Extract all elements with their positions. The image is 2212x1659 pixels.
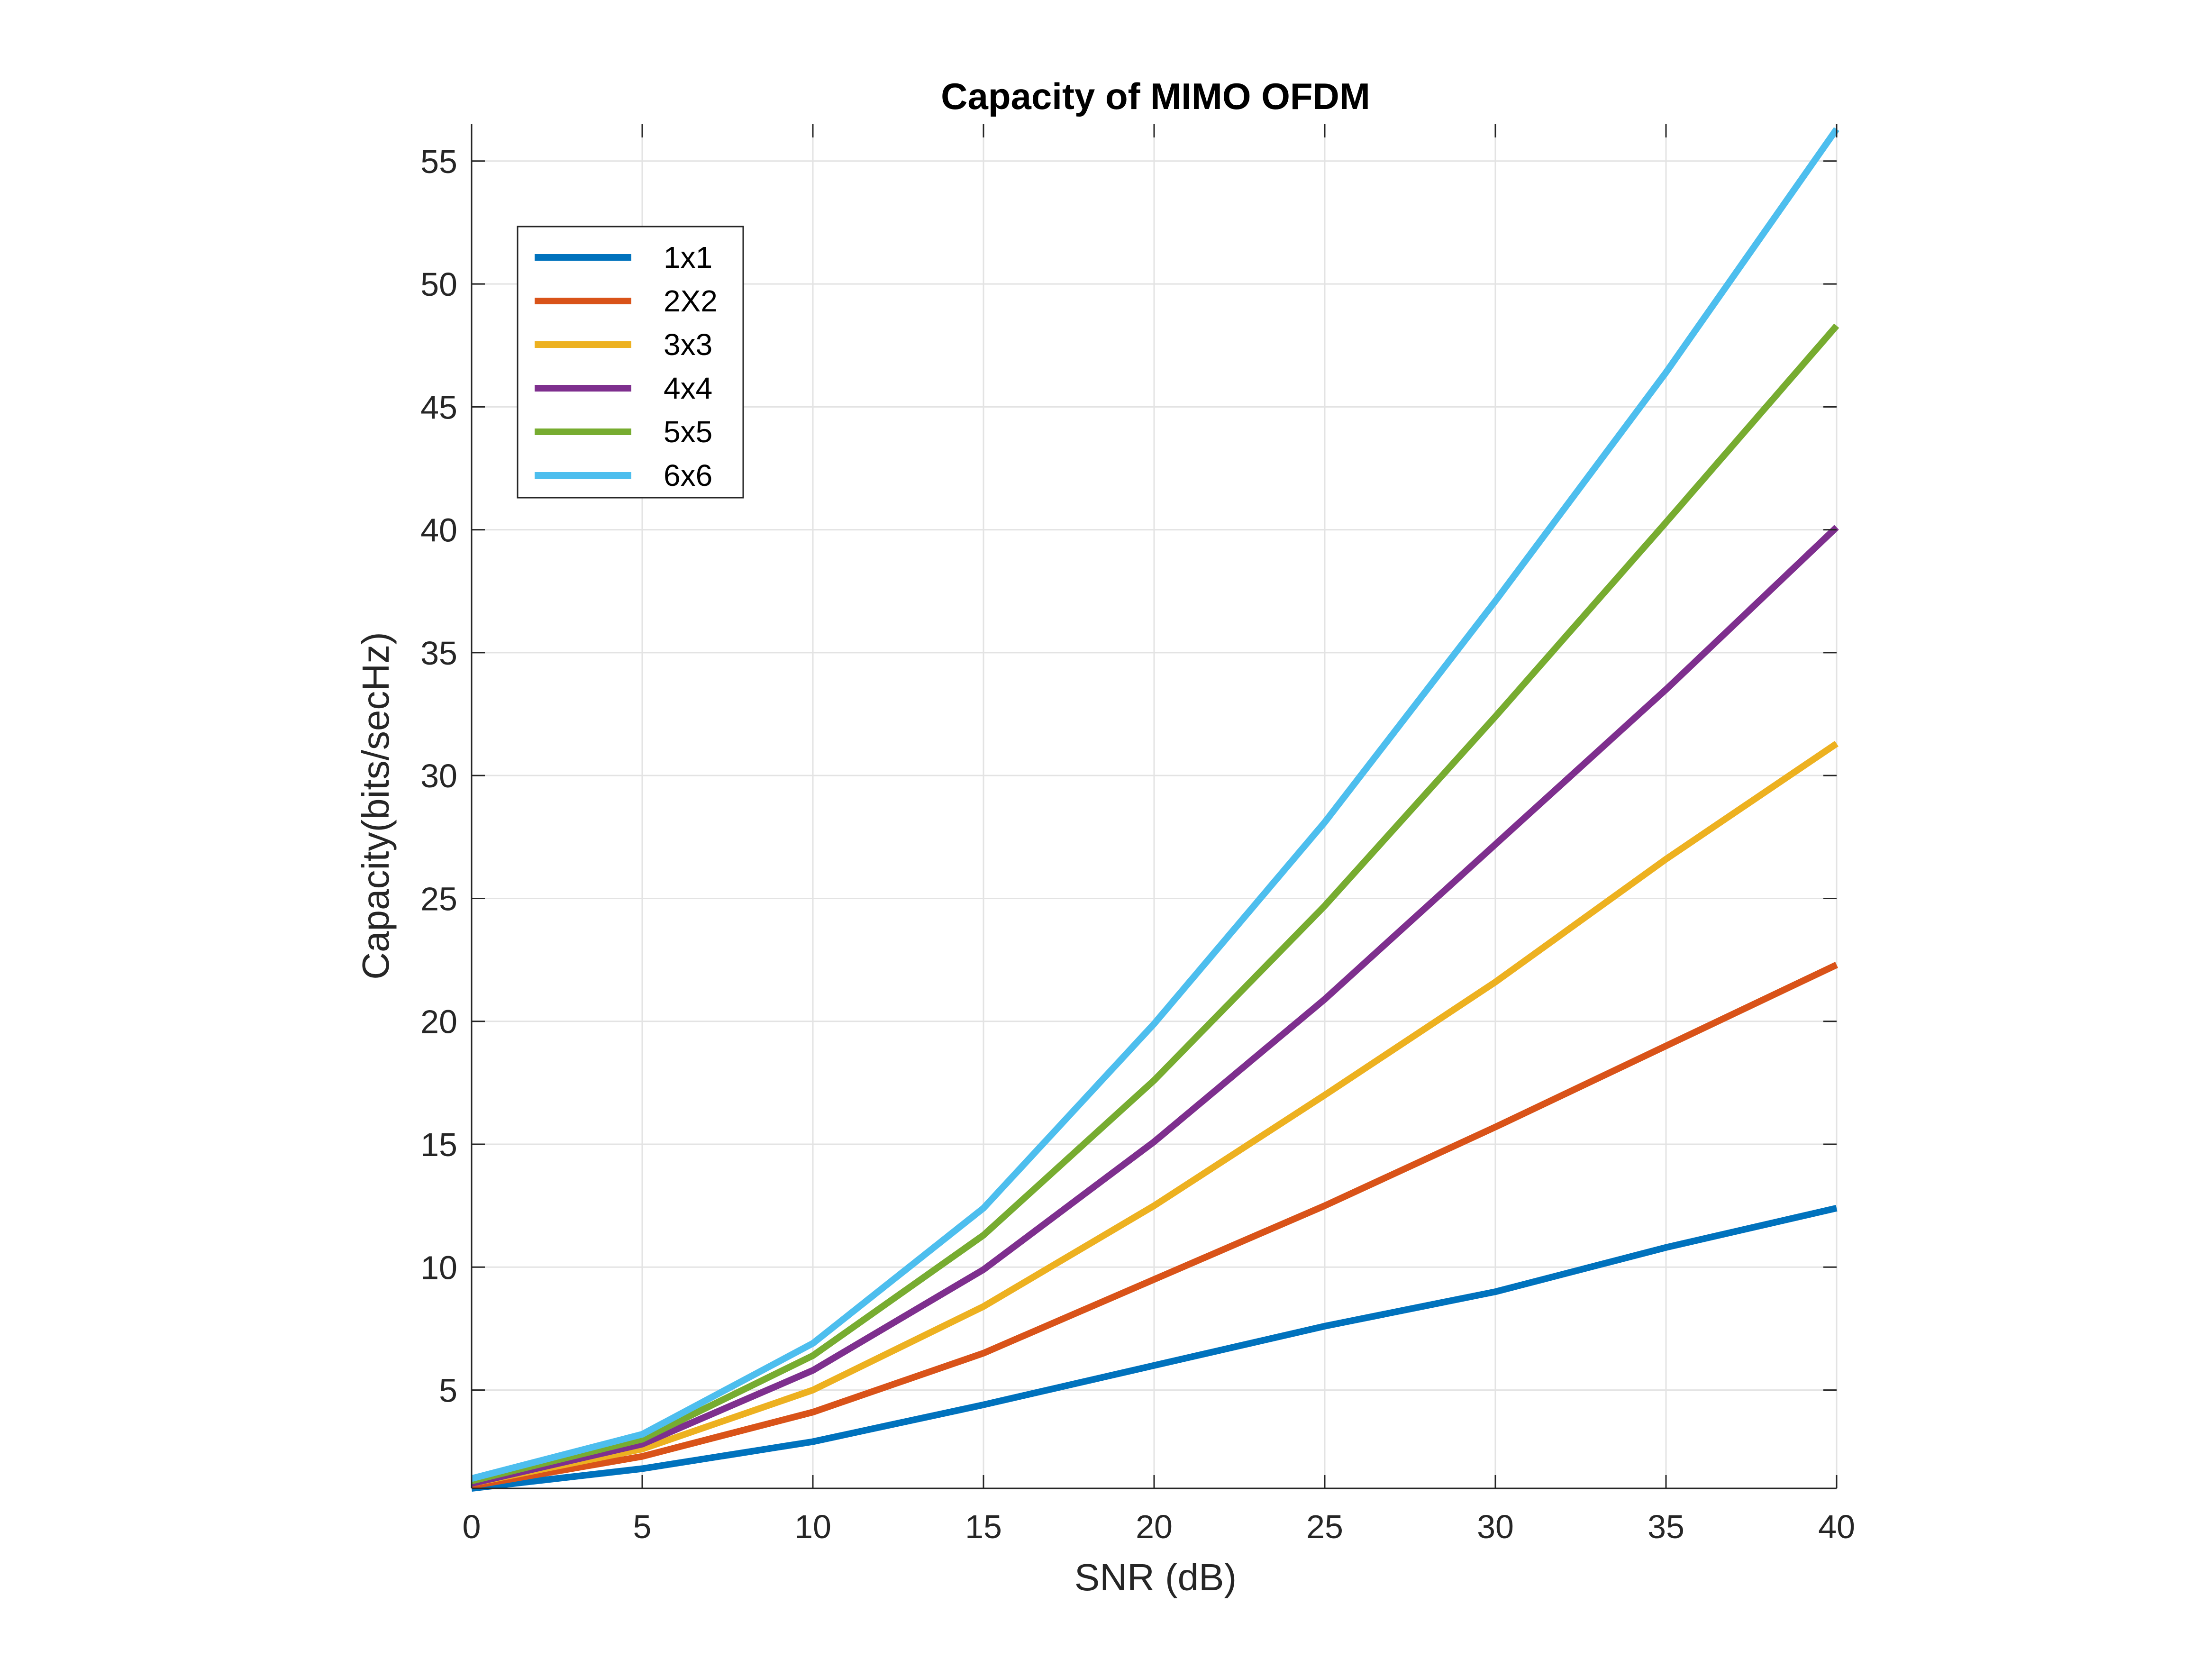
- y-tick-label: 20: [420, 1003, 457, 1040]
- series-line-5x5: [471, 323, 1839, 1485]
- legend-label: 6x6: [664, 458, 712, 492]
- chart-title: Capacity of MIMO OFDM: [941, 75, 1370, 117]
- series-line-2x2: [471, 962, 1839, 1489]
- y-axis-label: Capacity(bits/secHz): [355, 632, 397, 980]
- y-tick-label: 10: [420, 1249, 457, 1286]
- series-line-6x6: [471, 127, 1839, 1482]
- y-tick-label: 55: [420, 143, 457, 180]
- x-tick-label: 20: [1136, 1508, 1173, 1545]
- legend-label: 4x4: [664, 371, 712, 405]
- tick-labels: 0 5 10 15 20 25 30 35 40 5 10 15 20 25 30 35 40 45 50 55: [420, 143, 1855, 1545]
- x-tick-label: 5: [633, 1508, 652, 1545]
- x-tick-label: 40: [1818, 1508, 1855, 1545]
- legend-label: 5x5: [664, 415, 712, 449]
- y-tick-label: 15: [420, 1126, 457, 1163]
- x-axis-label: SNR (dB): [1074, 1556, 1237, 1598]
- x-tick-label: 15: [965, 1508, 1002, 1545]
- series-line-1x1: [471, 1204, 1838, 1492]
- x-tick-label: 25: [1306, 1508, 1343, 1545]
- x-tick-label: 10: [794, 1508, 831, 1545]
- y-tick-label: 30: [420, 757, 457, 794]
- y-tick-label: 5: [439, 1372, 457, 1409]
- legend: 1x1 2X2 3x3 4x4 5x5 6x6: [517, 226, 744, 499]
- y-tick-label: 50: [420, 266, 457, 303]
- series-line-4x4: [471, 525, 1839, 1487]
- y-tick-label: 35: [420, 635, 457, 672]
- axes: [471, 124, 1838, 1489]
- x-tick-label: 0: [463, 1508, 481, 1545]
- legend-label: 1x1: [664, 240, 712, 274]
- y-tick-label: 40: [420, 512, 457, 549]
- series-line-3x3: [471, 741, 1839, 1487]
- x-tick-label: 35: [1648, 1508, 1684, 1545]
- series-lines: [471, 127, 1839, 1492]
- legend-label: 2X2: [664, 284, 718, 318]
- legend-label: 3x3: [664, 328, 712, 362]
- y-tick-label: 45: [420, 389, 457, 426]
- y-tick-label: 25: [420, 880, 457, 917]
- legend-box: [517, 226, 744, 499]
- x-tick-label: 30: [1477, 1508, 1514, 1545]
